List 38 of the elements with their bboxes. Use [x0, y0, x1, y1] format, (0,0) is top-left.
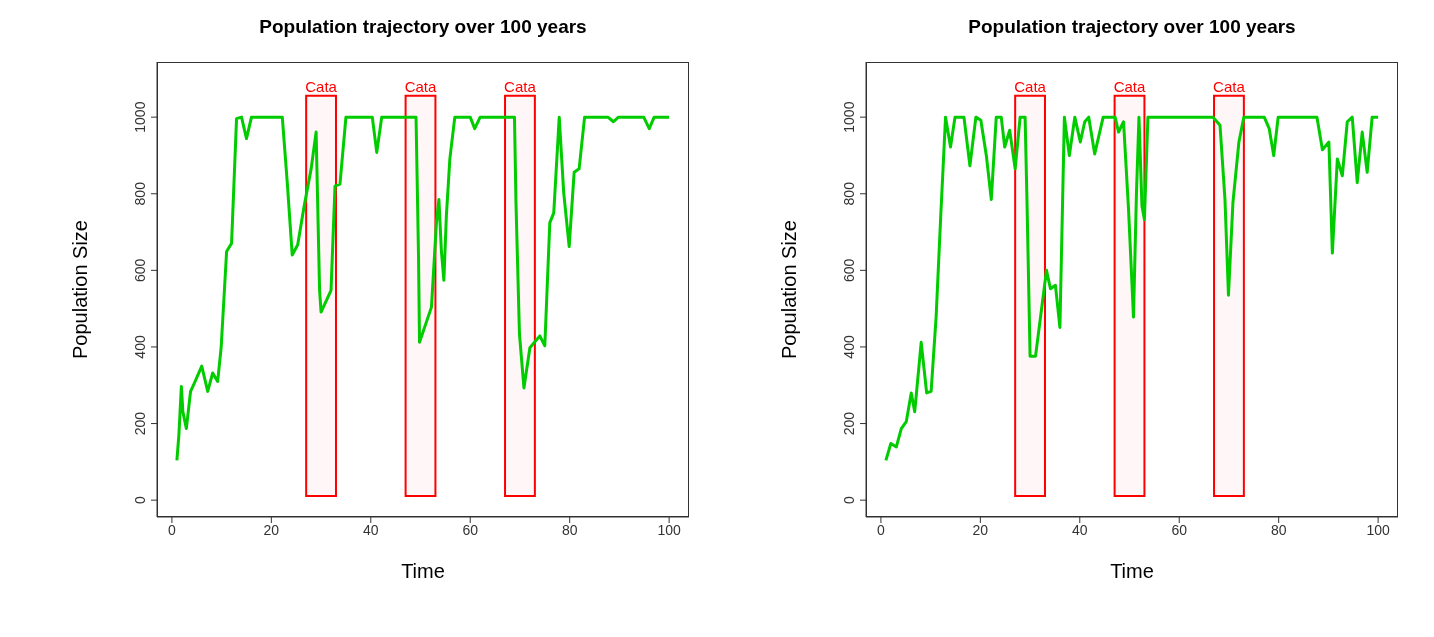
band-label: Cata: [1113, 77, 1147, 95]
x-tick-label: 0: [168, 521, 177, 538]
y-tick-label: 400: [132, 335, 148, 359]
y-tick-label: 1000: [132, 101, 148, 133]
x-tick-label: 100: [1366, 521, 1390, 538]
y-tick-label: 0: [841, 496, 857, 505]
x-axis-title: Time: [1110, 560, 1154, 582]
band-label: Cata: [404, 77, 438, 95]
x-tick-label: 0: [877, 521, 886, 538]
band-label: Cata: [1213, 77, 1246, 95]
chart-title: Population trajectory over 100 years: [967, 16, 1297, 38]
x-tick-label: 20: [972, 521, 989, 538]
line-series: [175, 115, 671, 462]
y-tick-label: 1000: [841, 101, 857, 133]
x-tick-label: 100: [657, 521, 681, 538]
y-tick-label: 800: [841, 181, 857, 206]
x-tick-label: 80: [561, 521, 578, 538]
x-tick-label: 20: [263, 521, 280, 538]
y-axis-title: Population Size: [778, 220, 801, 359]
band-label: Cata: [305, 77, 338, 95]
y-tick-label: 0: [132, 496, 148, 505]
band-label: Cata: [1014, 77, 1047, 95]
y-tick-label: 600: [841, 258, 857, 283]
y-tick-label: 200: [841, 411, 857, 436]
y-axis-title: Population Size: [69, 220, 92, 359]
x-tick-label: 40: [363, 521, 379, 538]
band-label: Cata: [504, 77, 537, 95]
x-tick-label: 80: [1270, 521, 1287, 538]
x-tick-label: 40: [1072, 521, 1088, 538]
line-series: [884, 115, 1380, 462]
x-tick-label: 60: [462, 521, 479, 538]
y-tick-label: 800: [132, 181, 148, 206]
y-tick-label: 400: [841, 335, 857, 359]
y-tick-label: 600: [132, 258, 148, 283]
x-axis-title: Time: [401, 560, 445, 582]
chart-title: Population trajectory over 100 years: [258, 16, 588, 38]
x-tick-label: 60: [1171, 521, 1188, 538]
y-tick-label: 200: [132, 411, 148, 436]
